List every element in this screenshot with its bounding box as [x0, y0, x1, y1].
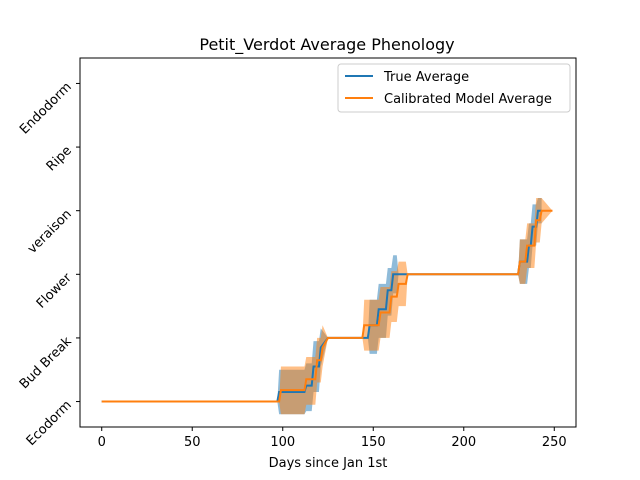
y-tick-label: Bud Break: [17, 334, 75, 392]
x-tick-label: 0: [98, 435, 106, 450]
legend-label-true-average: True Average: [383, 70, 469, 85]
x-axis-ticks: 0 50 100 150 200 250: [98, 427, 567, 450]
x-tick-label: 250: [542, 435, 567, 450]
chart-title: Petit_Verdot Average Phenology: [199, 35, 454, 55]
y-tick-label: veraison: [25, 207, 75, 257]
x-tick-label: 150: [361, 435, 386, 450]
series-lines: [101, 209, 553, 403]
y-tick-label: Ecodorm: [24, 398, 75, 449]
x-tick-label: 100: [270, 435, 295, 450]
legend-label-calibrated-model: Calibrated Model Average: [384, 92, 552, 107]
plot-frame: [79, 57, 577, 428]
x-axis-label: Days since Jan 1st: [269, 456, 388, 471]
x-tick-label: 200: [451, 435, 476, 450]
chart-legend: True Average Calibrated Model Average: [337, 63, 571, 113]
line-calibrated-model: [101, 209, 553, 403]
y-axis-ticks: Ecodorm Bud Break Flower veraison Ripe Endodo…: [17, 80, 80, 449]
uncertainty-bands: [101, 197, 553, 415]
y-tick-label: Endodorm: [17, 80, 75, 138]
y-tick-label: Ripe: [44, 143, 75, 174]
band-true-average: [101, 197, 542, 415]
legend-box: [337, 63, 571, 113]
y-tick-label: Flower: [34, 270, 75, 311]
band-calibrated-model: [101, 197, 553, 415]
x-tick-label: 50: [184, 435, 201, 450]
